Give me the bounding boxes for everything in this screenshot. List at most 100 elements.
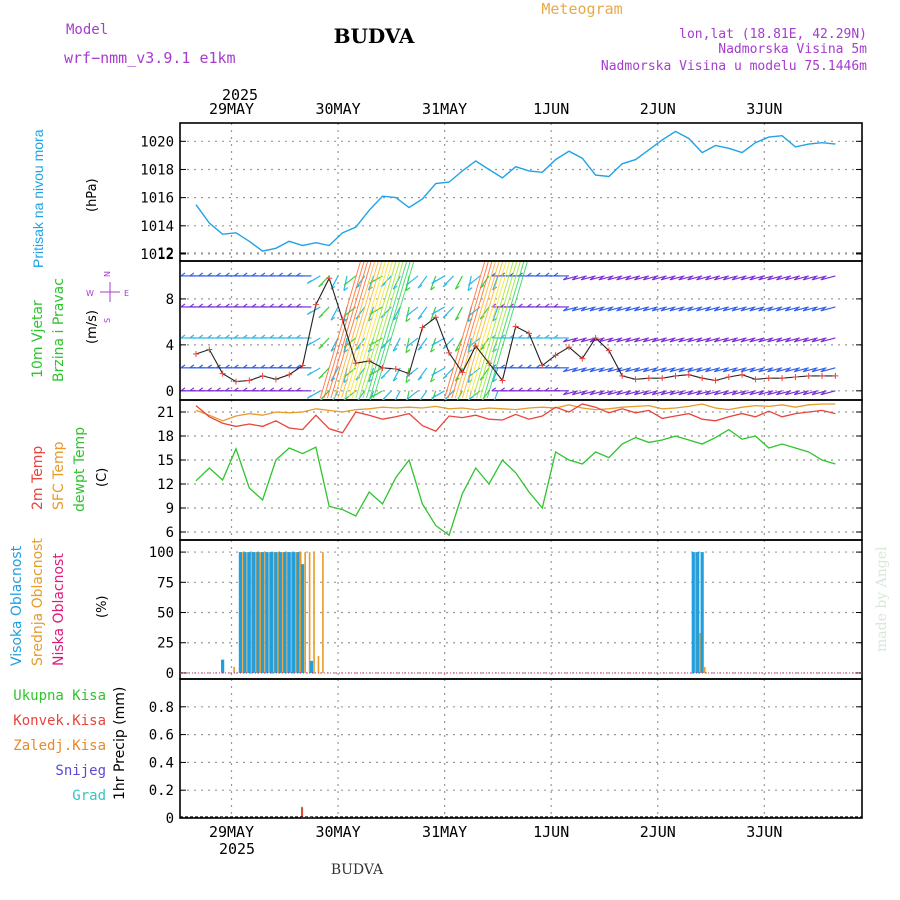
wind-arrow-head: [270, 243, 274, 246]
wind-arrow-head: [431, 402, 435, 405]
wind-arrow: [651, 275, 667, 281]
wind-arrow: [679, 246, 693, 250]
mid-cloud-bar: [259, 552, 262, 673]
storm-hatch: [323, 261, 365, 399]
wind-arrow-head: [571, 338, 577, 343]
wind-speed-marker: [206, 346, 213, 353]
wind-arrow-head: [343, 287, 349, 292]
wind-arrow-head: [225, 243, 229, 246]
high-cloud-bar: [700, 552, 704, 673]
wind-arrow: [723, 367, 738, 373]
wind-arrow-head: [242, 272, 248, 277]
wind-arrow-head: [722, 338, 728, 343]
wind-arrow-head: [590, 247, 594, 250]
wind-arrow: [749, 275, 765, 281]
wind-arrow-head: [288, 243, 292, 246]
mid-cloud-bar: [699, 633, 702, 673]
wind-arrow: [417, 306, 428, 320]
wind-speed-marker: [312, 301, 319, 308]
y-tick-label: 1018: [140, 162, 174, 178]
pressure-unit: (hPa): [85, 178, 100, 212]
precip-legend-item: Grad: [72, 788, 106, 804]
wind-arrow: [580, 306, 596, 312]
wind-arrow-head: [500, 387, 506, 392]
high-cloud-bar: [296, 552, 300, 673]
wind-speed-marker: [645, 375, 652, 382]
svg-text:E: E: [124, 289, 129, 298]
wind-speed-marker: [725, 374, 732, 381]
wind-arrow-head: [634, 338, 639, 343]
wind-arrow-head: [198, 387, 204, 392]
wind-arrow-head: [784, 307, 790, 312]
wind-arrow-head: [571, 307, 577, 312]
wind-arrow-head: [563, 247, 567, 250]
wind-arrow: [419, 390, 428, 400]
wind-arrow: [759, 246, 773, 250]
wind-arrow-head: [802, 391, 808, 396]
wind-arrow: [785, 367, 800, 373]
wind-arrow-head: [713, 307, 719, 312]
wind-arrow-head: [642, 338, 648, 343]
top-date-label: 3JUN: [746, 100, 782, 118]
credit-text: made by Angel: [874, 546, 890, 652]
svg-text:N: N: [103, 271, 112, 277]
wind-speed-marker: [499, 377, 506, 384]
wind-arrow-head: [343, 396, 349, 400]
wind-arrow-head: [526, 303, 532, 308]
wind-arrow: [443, 246, 453, 257]
wind-arrow-head: [705, 391, 710, 396]
mid-cloud-bar: [695, 552, 697, 673]
wind-arrow-head: [821, 247, 825, 250]
wind-arrow: [634, 246, 648, 250]
wind-arrow-head: [431, 341, 437, 346]
storm-hatch: [334, 261, 376, 399]
mid-cloud-bar: [255, 552, 258, 673]
wind-arrow-head: [296, 272, 301, 277]
precip-title: 1hr Precip (mm): [112, 687, 128, 800]
wind-arrow-head: [749, 368, 755, 373]
wind-arrow-head: [431, 371, 437, 376]
wind-arrow-head: [651, 307, 657, 312]
wind-arrow: [802, 367, 818, 373]
high-cloud-bar: [247, 552, 251, 673]
wind-arrow-head: [181, 243, 185, 246]
wind-arrow-head: [758, 368, 764, 373]
wind-arrow-head: [616, 307, 621, 312]
y-tick-label: 1012: [140, 247, 174, 263]
wind-arrow-head: [580, 368, 586, 373]
wind-arrow: [607, 390, 623, 396]
wind-arrow-head: [767, 338, 772, 343]
wind-speed-marker: [632, 376, 639, 383]
wind-arrow-head: [545, 243, 549, 246]
wind-arrow: [607, 306, 623, 312]
wind-arrow-head: [306, 279, 312, 284]
wind-arrow: [803, 246, 817, 250]
wind-arrow-head: [444, 398, 448, 400]
wind-arrow-head: [190, 243, 194, 246]
wind-arrow: [687, 337, 703, 343]
wind-arrow-head: [651, 276, 657, 281]
wind-arrow: [634, 306, 650, 312]
storm-hatch: [461, 261, 503, 399]
wind-arrow-head: [785, 247, 789, 250]
wind-arrow-head: [296, 387, 301, 392]
wind-arrow-head: [616, 338, 621, 343]
wind-arrow: [820, 367, 836, 373]
wind-arrow-head: [642, 391, 648, 396]
wind-arrow-head: [417, 315, 423, 320]
wind-arrow-head: [198, 364, 204, 369]
wind-arrow-head: [651, 338, 657, 343]
wind-arrow: [687, 275, 703, 281]
storm-hatch: [444, 261, 486, 399]
wind-arrow-head: [330, 285, 336, 290]
wind-arrow: [479, 367, 490, 381]
wind-arrow-head: [189, 272, 195, 277]
precip-legend-item: Ukupna Kisa: [13, 688, 106, 704]
precip-legend-item: Zaledj.Kisa: [13, 738, 106, 754]
y-tick-label: 12: [157, 477, 174, 493]
wind-arrow-head: [431, 394, 437, 399]
wind-arrow-head: [784, 368, 790, 373]
wind-arrow-head: [634, 276, 639, 281]
wind-arrow: [356, 246, 365, 258]
wind-arrow: [625, 390, 641, 396]
